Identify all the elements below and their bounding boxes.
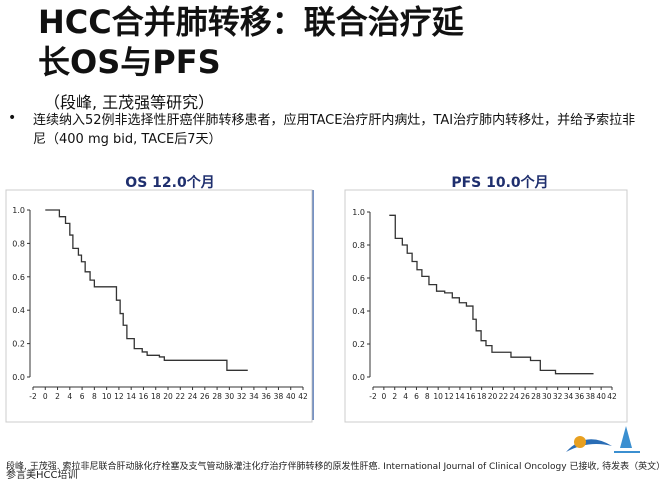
x-tick-label: 0 <box>381 392 386 401</box>
x-tick-label: 24 <box>188 392 198 401</box>
y-tick-label: 0.4 <box>352 307 365 316</box>
x-tick-label: 4 <box>403 392 408 401</box>
x-tick-label: 20 <box>488 392 498 401</box>
x-tick-label: 8 <box>92 392 97 401</box>
x-tick-label: 30 <box>225 392 235 401</box>
x-tick-label: 14 <box>126 392 136 401</box>
chart-frame <box>344 189 628 423</box>
chart-title: OS 12.0个月 <box>125 174 214 191</box>
bullet-text: 连续纳入52例非选择性肝癌伴肺转移患者，应用TACE治疗肝内病灶，TAI治疗肺内… <box>33 113 636 147</box>
y-tick-label: 1.0 <box>12 206 25 215</box>
chart-frame <box>5 189 313 423</box>
footnote: 段峰, 王茂强. 索拉非尼联合肝动脉化疗栓塞及支气管动脉灌注化疗治疗伴肺转移的原… <box>6 462 660 472</box>
x-tick-label: 20 <box>163 392 173 401</box>
survival-curve <box>45 209 248 371</box>
badge: 参言美HCC培训 <box>6 470 78 481</box>
y-tick-label: 0.8 <box>12 239 25 248</box>
x-tick-label: -2 <box>369 392 377 401</box>
y-tick-label: 0.2 <box>352 340 365 349</box>
x-tick-label: 40 <box>596 392 606 401</box>
y-tick-label: 0.2 <box>12 340 25 349</box>
x-tick-label: 0 <box>43 392 48 401</box>
bullet-dot: • <box>8 110 17 126</box>
x-tick-label: 4 <box>67 392 72 401</box>
x-tick-label: 22 <box>175 392 185 401</box>
x-tick-label: -2 <box>29 392 37 401</box>
x-tick-label: 32 <box>553 392 563 401</box>
x-tick-label: 24 <box>509 392 519 401</box>
y-tick-label: 0.4 <box>12 306 25 315</box>
x-tick-label: 10 <box>433 392 443 401</box>
x-tick-label: 42 <box>607 392 617 401</box>
subtitle: （段峰, 王茂强等研究） <box>44 93 215 112</box>
x-tick-label: 6 <box>80 392 85 401</box>
y-tick-label: 1.0 <box>352 208 365 217</box>
x-tick-label: 36 <box>575 392 585 401</box>
x-tick-label: 2 <box>392 392 397 401</box>
y-tick-label: 0.8 <box>352 241 365 250</box>
x-tick-label: 12 <box>114 392 124 401</box>
x-tick-label: 16 <box>466 392 476 401</box>
x-tick-label: 26 <box>520 392 530 401</box>
x-tick-label: 6 <box>414 392 419 401</box>
x-tick-label: 18 <box>151 392 161 401</box>
x-tick-label: 18 <box>477 392 487 401</box>
x-tick-label: 30 <box>542 392 552 401</box>
x-tick-label: 42 <box>298 392 308 401</box>
x-tick-label: 12 <box>444 392 454 401</box>
x-tick-label: 36 <box>261 392 271 401</box>
y-tick-label: 0.6 <box>352 274 365 283</box>
x-tick-label: 8 <box>425 392 430 401</box>
title: HCC合并肺转移：联合治疗延 长OS与PFS <box>38 2 464 82</box>
x-tick-label: 28 <box>531 392 541 401</box>
x-tick-label: 28 <box>212 392 222 401</box>
x-tick-label: 22 <box>499 392 509 401</box>
y-tick-label: 0.0 <box>12 373 25 382</box>
x-tick-label: 40 <box>286 392 296 401</box>
x-tick-label: 32 <box>237 392 247 401</box>
x-tick-label: 26 <box>200 392 210 401</box>
y-tick-label: 0.6 <box>12 273 25 282</box>
title-line: HCC合并肺转移：联合治疗延 <box>38 3 464 41</box>
x-tick-label: 38 <box>585 392 595 401</box>
chart-title: PFS 10.0个月 <box>451 174 548 191</box>
x-tick-label: 10 <box>102 392 112 401</box>
y-tick-label: 0.0 <box>352 373 365 382</box>
title-line: 长OS与PFS <box>38 43 221 81</box>
x-tick-label: 38 <box>274 392 284 401</box>
x-tick-label: 14 <box>455 392 465 401</box>
x-tick-label: 2 <box>55 392 60 401</box>
x-tick-label: 16 <box>139 392 149 401</box>
x-tick-label: 34 <box>564 392 574 401</box>
logo <box>566 426 640 453</box>
survival-curve <box>389 214 594 375</box>
x-tick-label: 34 <box>249 392 259 401</box>
